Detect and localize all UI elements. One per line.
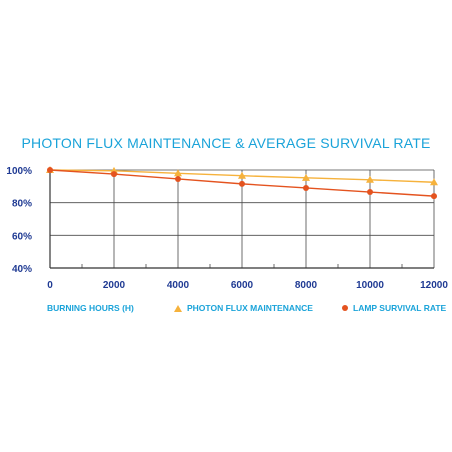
data-point-circle bbox=[303, 184, 309, 191]
legend-item-photon-flux: PHOTON FLUX MAINTENANCE bbox=[174, 303, 313, 313]
circle-marker-icon bbox=[342, 305, 348, 311]
x-tick-label: 0 bbox=[47, 280, 53, 291]
legend-item-lamp-survival: LAMP SURVIVAL RATE bbox=[342, 303, 446, 313]
x-tick-label: 2000 bbox=[103, 280, 126, 291]
tick-labels: 40% 60% 80% 100% 0 2000 4000 6000 8000 10000 12000 bbox=[6, 166, 448, 291]
x-tick-label: 10000 bbox=[356, 280, 384, 291]
x-tick-label: 6000 bbox=[231, 280, 254, 291]
x-tick-label: 8000 bbox=[295, 280, 318, 291]
data-point-circle bbox=[47, 167, 53, 173]
data-point-triangle bbox=[430, 178, 438, 186]
data-point-triangle bbox=[302, 173, 310, 181]
data-point-triangle bbox=[174, 169, 182, 177]
grid bbox=[49, 169, 435, 269]
data-point-triangle bbox=[366, 175, 374, 183]
y-tick-label: 60% bbox=[12, 231, 32, 242]
triangle-marker-icon bbox=[174, 304, 182, 312]
series-layer bbox=[46, 166, 438, 200]
legend-label-lamp-survival: LAMP SURVIVAL RATE bbox=[353, 303, 447, 313]
data-point-circle bbox=[175, 175, 181, 182]
chart-title: PHOTON FLUX MAINTENANCE & AVERAGE SURVIV… bbox=[21, 135, 431, 151]
legend: BURNING HOURS (H) PHOTON FLUX MAINTENANC… bbox=[0, 303, 452, 319]
legend-label-photon-flux: PHOTON FLUX MAINTENANCE bbox=[187, 303, 313, 313]
data-point-circle bbox=[111, 171, 117, 178]
y-tick-label: 40% bbox=[12, 264, 32, 275]
x-tick-label: 12000 bbox=[420, 280, 448, 291]
y-tick-label: 100% bbox=[6, 166, 32, 177]
data-point-circle bbox=[239, 180, 245, 187]
data-point-triangle bbox=[238, 171, 246, 179]
x-tick-label: 4000 bbox=[167, 280, 190, 291]
data-point-circle bbox=[367, 189, 373, 196]
x-axis-label: BURNING HOURS (H) bbox=[47, 303, 134, 313]
y-tick-label: 80% bbox=[12, 199, 32, 210]
data-point-circle bbox=[431, 193, 437, 200]
